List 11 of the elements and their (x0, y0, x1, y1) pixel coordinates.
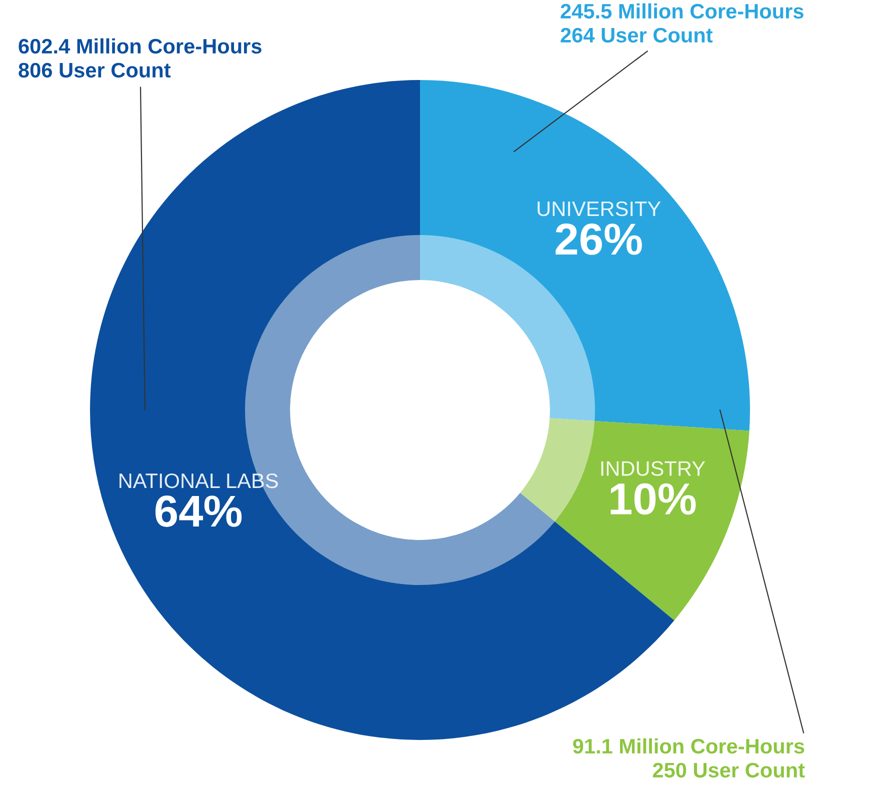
slice-label: INDUSTRY (601, 461, 706, 476)
text: 91.1 Million Core-Hours 250 User Count (573, 738, 805, 778)
donut-slice (420, 80, 750, 431)
text: 245.5 Million Core-Hours 264 User Count (560, 3, 804, 43)
text: 602.4 Million Core-Hours 806 User Count (18, 38, 262, 78)
data-label: 26% (556, 223, 642, 255)
slice-label: UNIVERSITY (538, 201, 661, 216)
slice-label: NATIONAL LABS (120, 473, 278, 488)
data-label: 10% (610, 483, 696, 515)
donut-slice (520, 418, 750, 620)
data-label: 64% (155, 495, 242, 527)
